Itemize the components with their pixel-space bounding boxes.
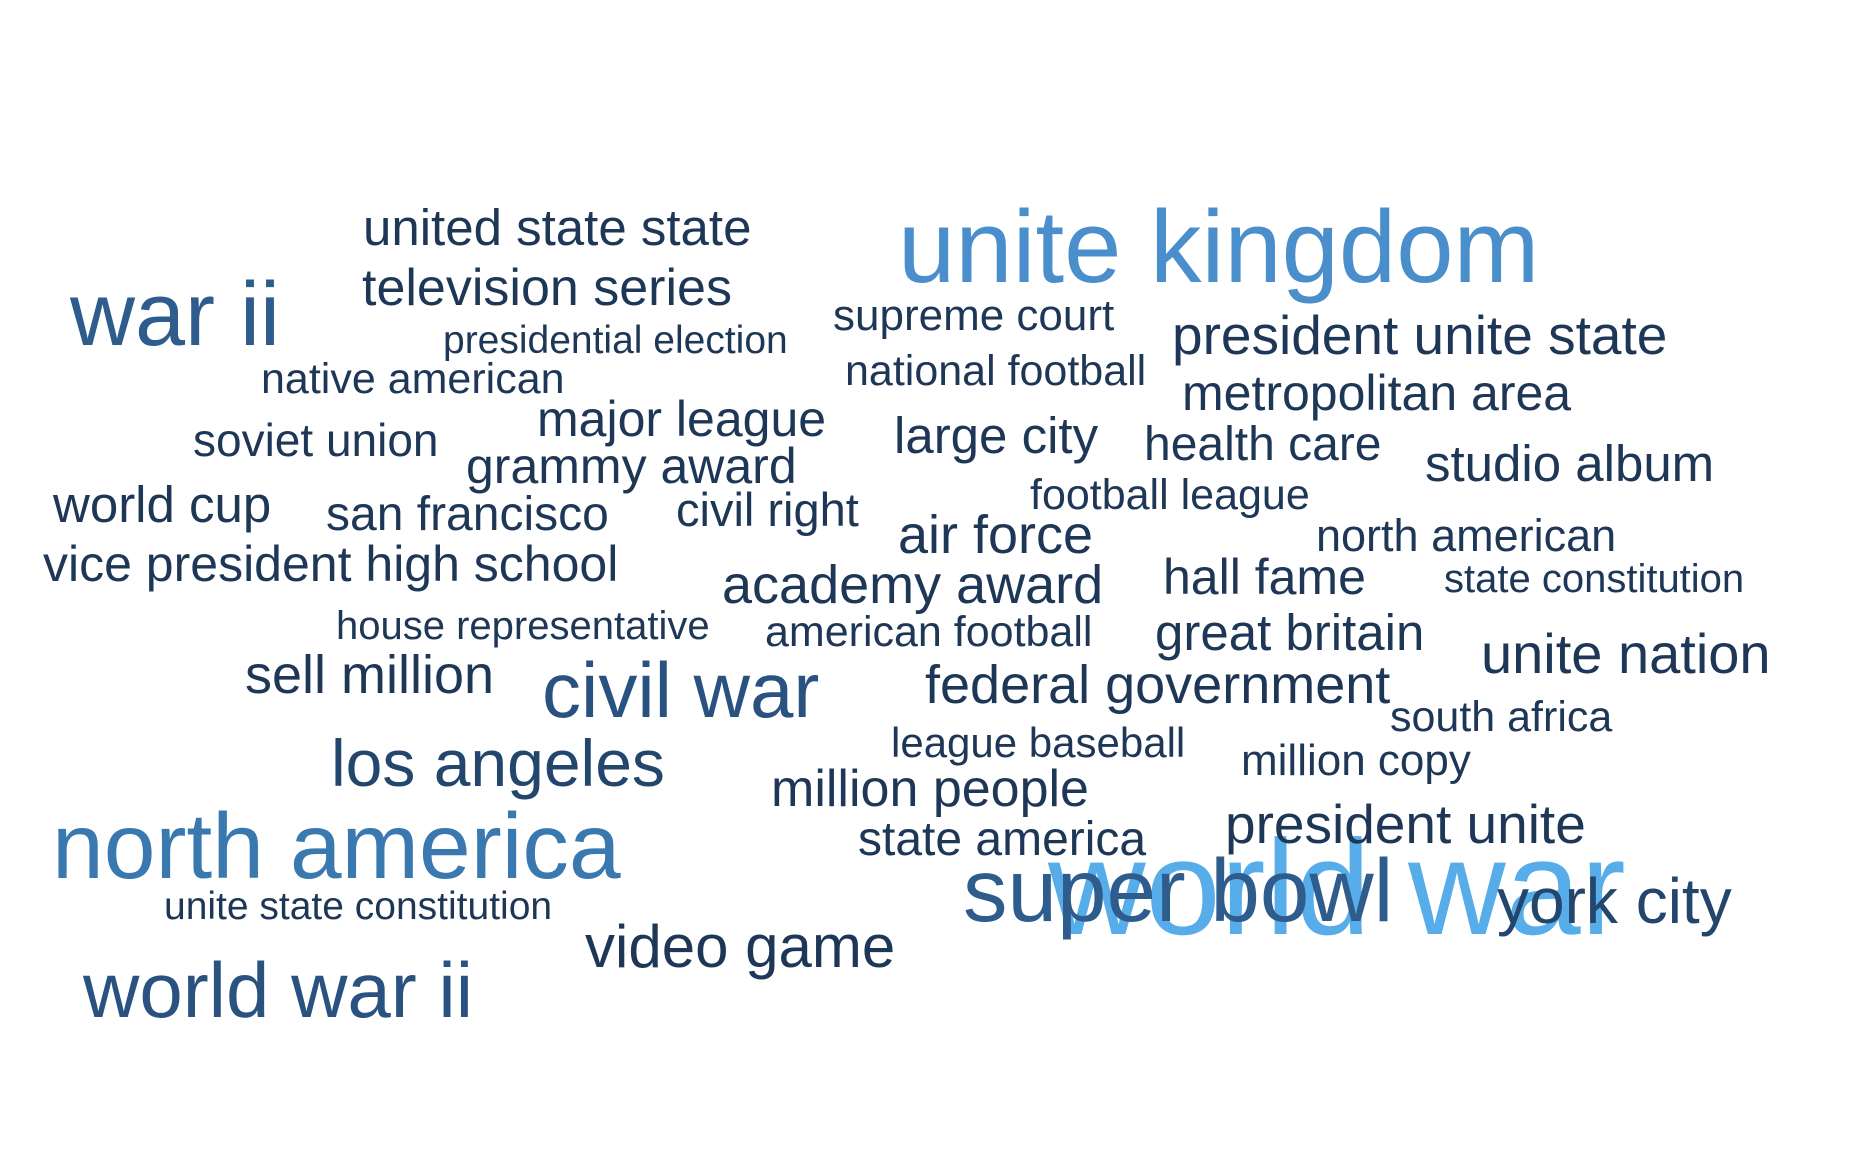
word-world-war: world war: [1048, 812, 1626, 963]
word-los-angeles: los angeles: [331, 726, 665, 800]
word-academy-award: academy award: [722, 555, 1104, 615]
word-hall-fame: hall fame: [1163, 549, 1366, 605]
word-state-america: state america: [858, 813, 1147, 866]
word-soviet-union: soviet union: [193, 414, 439, 466]
word-large-city: large city: [894, 407, 1099, 464]
word-presidential-election: presidential election: [443, 319, 788, 362]
word-league-baseball: league baseball: [891, 719, 1186, 766]
word-unite-state-constitution: unite state constitution: [164, 885, 553, 928]
word-unite-kingdom: unite kingdom: [898, 189, 1540, 304]
word-san-francisco: san francisco: [326, 488, 609, 541]
word-national-football: national football: [845, 347, 1147, 395]
word-united-state-state: united state state: [363, 199, 752, 256]
word-world-cup: world cup: [53, 476, 272, 533]
word-south-africa: south africa: [1390, 693, 1613, 741]
word-north-america: north america: [52, 794, 621, 898]
word-american-football: american football: [765, 608, 1093, 656]
word-metropolitan-area: metropolitan area: [1182, 365, 1572, 421]
word-president-unite-state: president unite state: [1172, 304, 1668, 366]
word-civil-right: civil right: [676, 483, 859, 536]
word-house-representative: house representative: [336, 604, 710, 648]
word-major-league: major league: [537, 391, 827, 447]
word-president-unite: president unite: [1225, 793, 1586, 855]
word-video-game: video game: [585, 913, 896, 980]
word-york-city: york city: [1497, 865, 1732, 937]
word-super-bowl: super bowl: [963, 840, 1394, 940]
word-supreme-court: supreme court: [833, 291, 1115, 340]
word-civil-war: civil war: [542, 646, 820, 734]
word-war-ii: war ii: [70, 265, 281, 365]
word-health-care: health care: [1144, 418, 1382, 471]
word-television-series: television series: [362, 259, 732, 317]
word-vice-president-high-school: vice president high school: [43, 536, 619, 592]
word-million-copy: million copy: [1241, 736, 1471, 785]
word-native-american: native american: [261, 355, 565, 403]
word-sell-million: sell million: [245, 645, 495, 705]
word-unite-nation: unite nation: [1481, 622, 1771, 685]
word-million-people: million people: [771, 760, 1089, 818]
word-north-american: north american: [1316, 510, 1617, 561]
word-grammy-award: grammy award: [466, 438, 797, 494]
word-state-constitution: state constitution: [1444, 557, 1745, 601]
word-football-league: football league: [1030, 471, 1310, 519]
word-world-war-ii: world war ii: [83, 946, 474, 1034]
word-studio-album: studio album: [1425, 435, 1715, 492]
word-great-britain: great britain: [1155, 604, 1425, 661]
word-federal-government: federal government: [925, 655, 1391, 715]
word-air-force: air force: [898, 505, 1094, 565]
